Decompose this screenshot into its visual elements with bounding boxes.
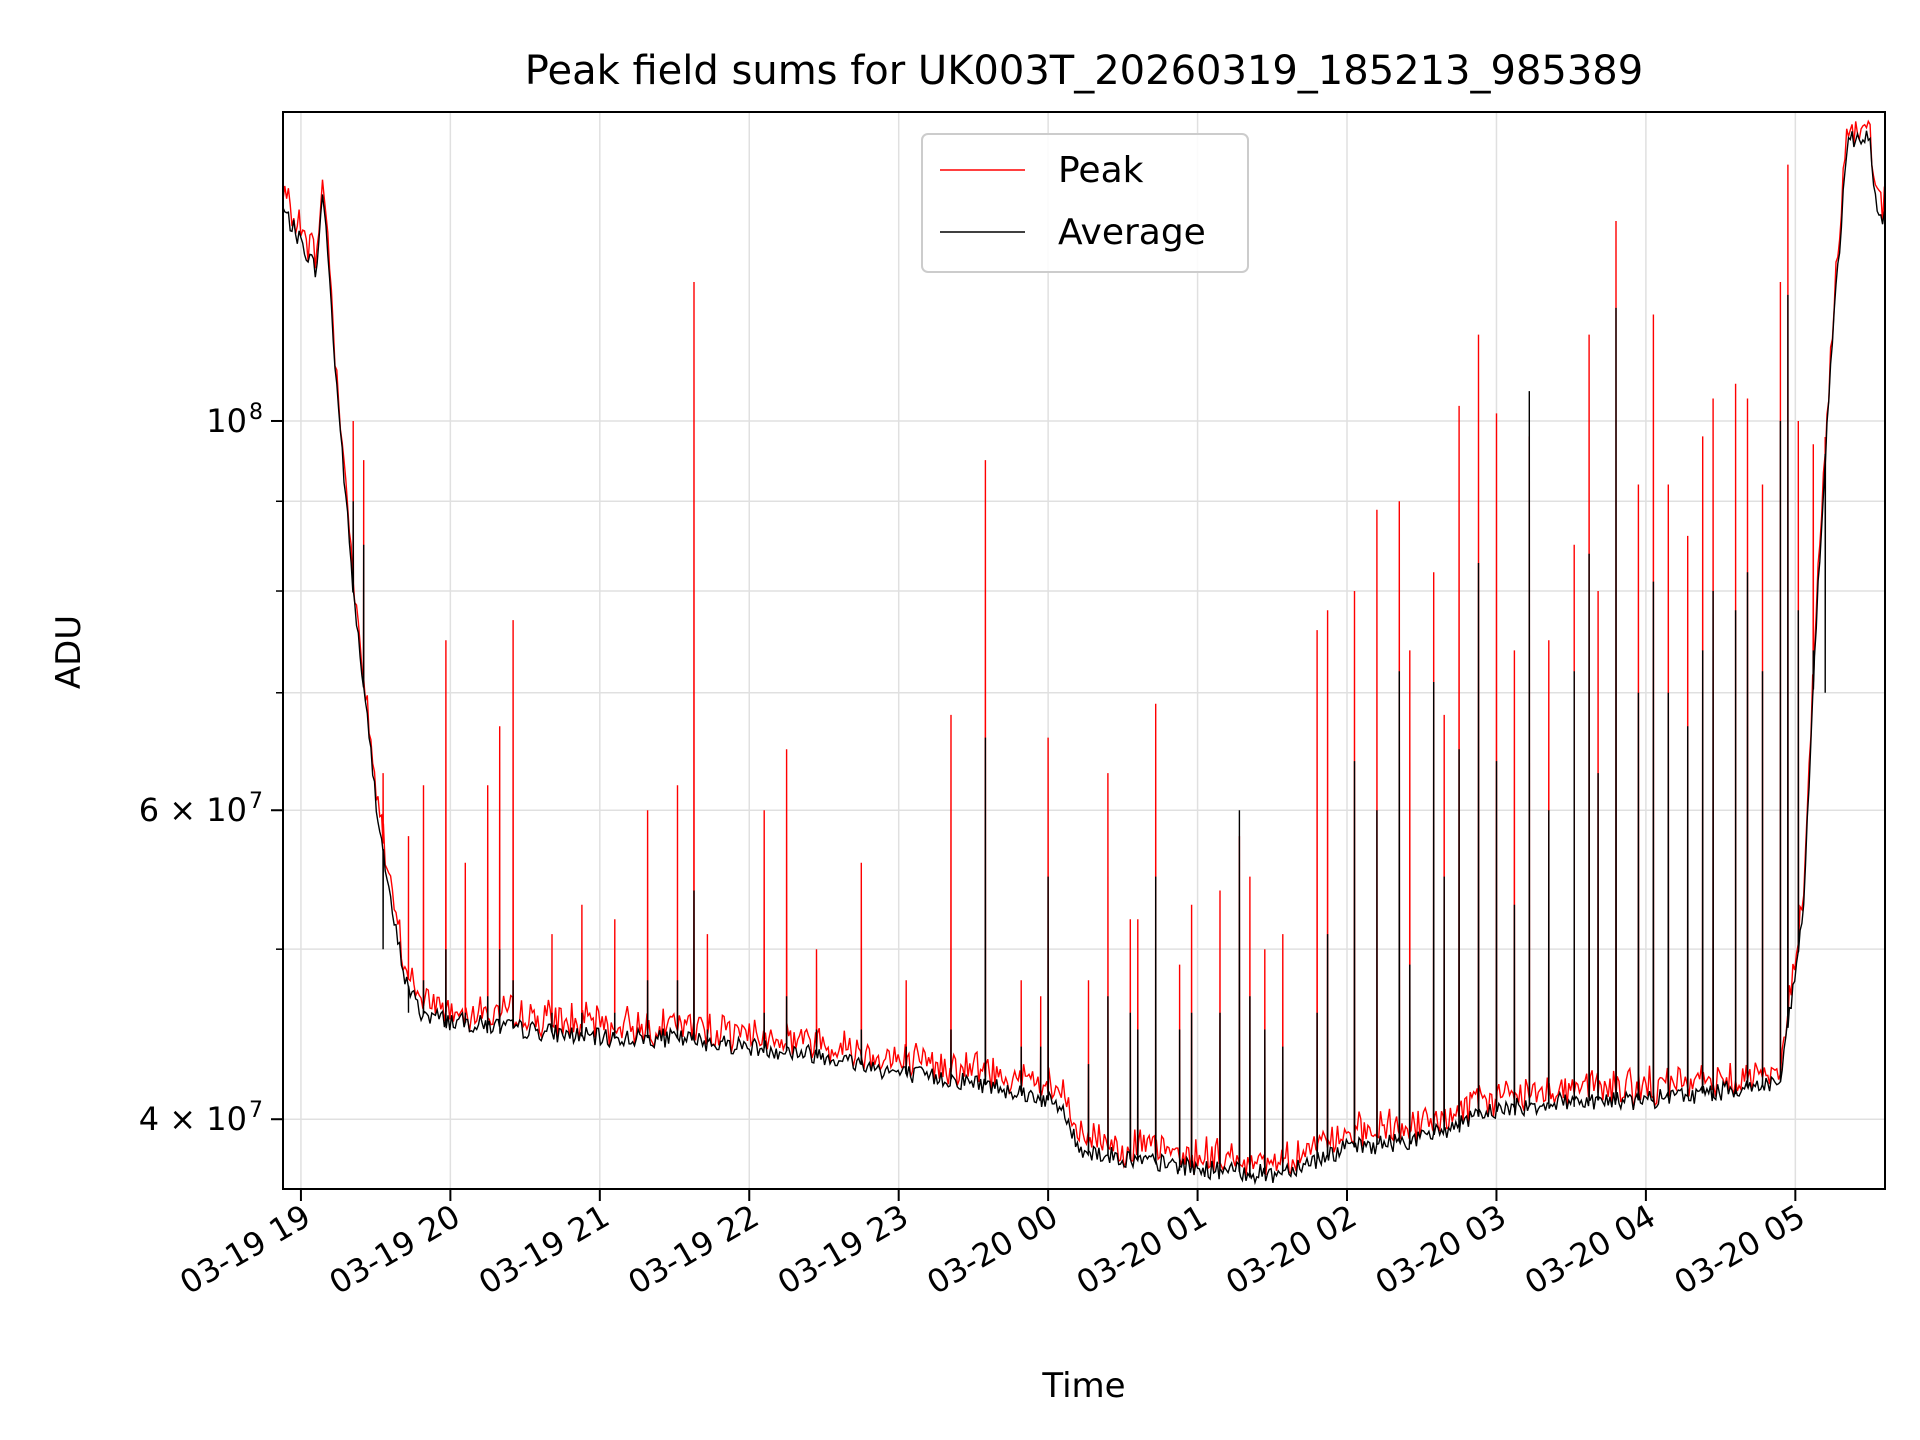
- y-tick-label: 10: [206, 402, 247, 440]
- y-tick-base: 10: [206, 402, 247, 440]
- y-tick-exponent: 8: [249, 400, 263, 425]
- y-tick-exponent: 7: [249, 789, 263, 814]
- series-average-line: [282, 130, 1886, 1186]
- y-axis-label: ADU: [49, 615, 89, 689]
- chart-title: Peak field sums for UK003T_20260319_1852…: [525, 48, 1643, 94]
- y-tick-label: 4 × 10: [139, 1100, 247, 1138]
- plot-frame: [282, 111, 1886, 1190]
- y-tick-base: 4 × 10: [139, 1100, 247, 1138]
- legend-label-average: Average: [1058, 212, 1206, 253]
- y-tick-exponent: 7: [249, 1098, 263, 1123]
- plot-lines: [282, 119, 1886, 1186]
- grid: [283, 112, 1885, 1189]
- x-axis-label: Time: [1041, 1366, 1125, 1406]
- y-tick-label: 6 × 10: [139, 791, 247, 829]
- legend: Peak Average: [921, 133, 1249, 273]
- legend-box: [921, 133, 1249, 273]
- legend-label-peak: Peak: [1058, 150, 1144, 191]
- y-tick-base: 6 × 10: [139, 791, 247, 829]
